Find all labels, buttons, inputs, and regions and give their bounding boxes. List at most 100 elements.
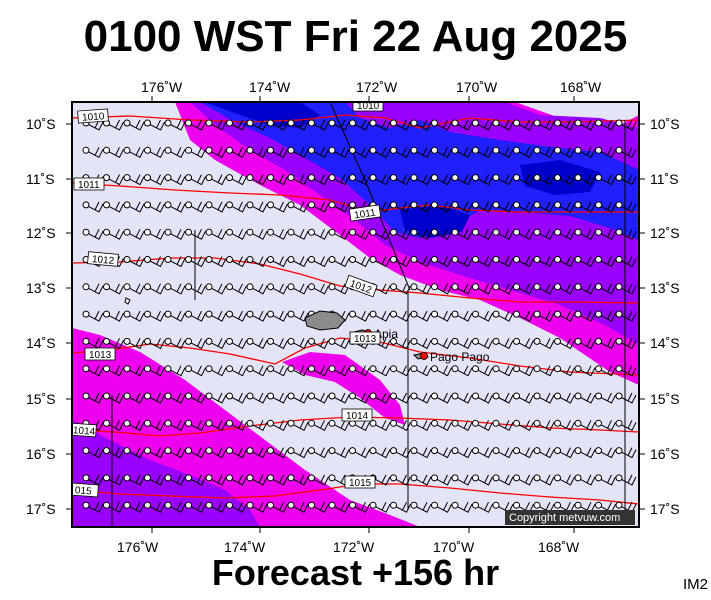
wind-barb [211,447,227,459]
wind-barb [190,392,206,404]
wind-station [123,419,131,427]
wind-station [246,256,254,263]
lat-label-left: 12˚S [26,225,56,241]
wind-station [329,530,335,536]
wind-station [287,365,295,373]
wind-barb [436,228,452,240]
wind-barb [293,338,309,350]
wind-barb [129,310,145,322]
wind-barb [581,530,596,540]
wind-station [328,337,336,345]
wind-barb [293,501,309,513]
wind-barb [293,201,309,213]
wind-barb [170,474,186,486]
wind-station [390,365,397,373]
wind-station [328,256,336,263]
wind-station [533,419,541,427]
wind-barb [231,392,247,404]
wind-barb [129,228,145,240]
axis-labels-bottom: 176˚W 174˚W 172˚W 170˚W 168˚W [117,539,580,555]
wind-barb [88,474,104,486]
wind-barb [518,420,534,431]
wind-station [185,474,192,482]
wind-barb [539,228,555,240]
wind-station [595,256,602,263]
wind-barb [559,365,575,377]
wind-barb [129,174,145,186]
wind-barb [313,201,329,213]
wind-station [185,310,192,318]
wind-barb [231,474,247,486]
wind-barb [108,447,124,459]
pago-pago-label: Pago Pago [430,350,490,364]
wind-barb [272,474,288,486]
lat-label-left: 16˚S [26,446,56,462]
wind-station [349,146,356,154]
wind-barb [539,392,555,404]
isobar-label-1014-b: 1014 [72,422,97,438]
lon-label-top: 172˚W [356,79,398,95]
wind-station [205,419,213,427]
wind-barb [457,147,473,158]
svg-text:1011: 1011 [78,180,100,191]
wind-station [513,201,520,209]
wind-station [492,365,500,373]
wind-station [164,256,172,263]
wind-barb [477,392,493,404]
wind-barb [539,283,555,295]
wind-station [123,365,131,373]
wind-station [452,530,458,536]
wind-barb [190,310,206,322]
wind-barb [621,392,637,404]
wind-station [554,447,561,455]
wind-barb [273,530,288,540]
wind-barb [436,420,452,431]
wind-station [328,501,336,509]
wind-barb [559,174,575,186]
wind-barb [149,365,165,377]
wind-barb [375,310,391,322]
wind-barb [252,119,268,131]
wind-barb [416,119,432,131]
wind-station [164,283,172,291]
wind-station [533,146,541,154]
wind-station [82,392,90,400]
wind-barb [498,447,514,459]
wind-station [164,310,172,318]
wind-station [595,419,602,427]
wind-station [349,174,356,182]
wind-barb [416,365,432,377]
wind-station [472,501,479,509]
wind-station [226,119,233,127]
wind-barb [211,256,227,268]
wind-barb [559,256,575,268]
wind-barb [231,447,247,459]
wind-barb [457,447,473,459]
wind-station [185,228,192,236]
wind-barb [231,501,247,513]
wind-station [615,447,623,455]
wind-station [533,256,541,263]
wind-barb [600,119,616,131]
wind-station [267,501,274,509]
wind-barb [518,474,534,486]
wind-station [514,530,520,536]
wind-station [513,146,520,154]
lat-label-right: 12˚S [650,225,680,241]
wind-station [123,283,131,291]
wind-station [328,201,336,209]
wind-barb [416,310,432,322]
wind-barb [416,174,432,186]
wind-barb [293,119,309,131]
wind-barb [211,147,227,158]
wind-station [472,474,479,482]
wind-barb [498,392,514,404]
wind-station [267,310,274,318]
wind-barb [498,310,514,322]
isobar-labels: 1010 1010 1011 1011 1012 1012 [72,102,384,497]
wind-barb [170,420,186,431]
isobar-label-1010-b: 1010 [352,102,384,112]
wind-barb [621,365,637,377]
wind-station [123,310,131,318]
